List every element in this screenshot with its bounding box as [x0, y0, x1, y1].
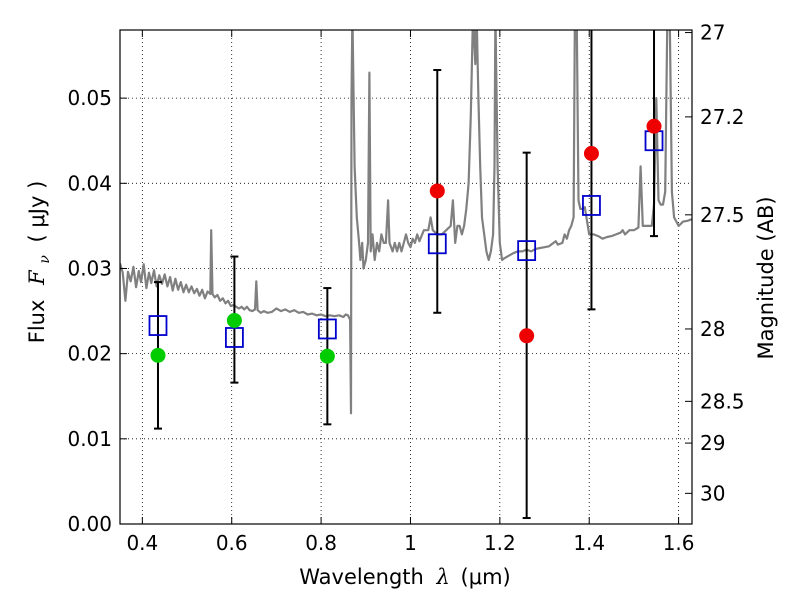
- y2-tick-label: 29: [700, 431, 725, 455]
- model-flux-square: [317, 318, 337, 340]
- y2-tick-label: 28.5: [700, 389, 745, 413]
- y2-tick-label: 30: [700, 481, 725, 505]
- tick-layer: 0.4 0.6 0.8 1 1.2 1.4 1.6 0.00 0.01 0.02 0.03 0.04 0…: [67, 21, 744, 555]
- red-data-point: [583, 146, 599, 161]
- y-tick-label: 0.05: [67, 86, 112, 110]
- spectrum-line: [120, 30, 692, 415]
- y-tick-label: 0.02: [67, 342, 112, 366]
- y-tick-label: 0.04: [67, 171, 112, 195]
- y2-tick-label: 28: [700, 317, 725, 341]
- y-axis-title: Flux F ν ( μJy ): [25, 181, 54, 344]
- x-axis-title-text: Wavelength: [299, 565, 424, 589]
- y-axis-subscript: ν: [37, 255, 53, 264]
- model-flux-square: [148, 315, 168, 336]
- x-tick-label: 0.6: [216, 531, 248, 555]
- model-flux-square: [224, 327, 244, 348]
- red-data-point: [646, 118, 662, 134]
- plot-frame: [119, 29, 693, 525]
- y2-tick-label: 27.2: [700, 105, 745, 129]
- green-data-point: [319, 348, 335, 364]
- model-flux-square: [517, 240, 537, 261]
- green-data-point: [150, 347, 166, 363]
- red-data-point: [429, 183, 445, 199]
- y-tick-label: 0.00: [67, 512, 112, 536]
- x-axis-symbol: λ: [436, 565, 450, 589]
- y-axis-title-text: Flux: [25, 300, 49, 344]
- grid-lines: [120, 30, 692, 525]
- x-tick-label: 1.6: [663, 531, 695, 555]
- green-data-point: [226, 312, 242, 328]
- y2-tick-label: 27.5: [700, 203, 745, 227]
- x-tick-label: 1.2: [484, 531, 516, 555]
- x-axis-title: Wavelength λ (μm): [299, 565, 510, 589]
- x-tick-label: 0.8: [305, 531, 337, 555]
- y2-axis-title: Magnitude (AB): [754, 196, 778, 359]
- y-tick-label: 0.03: [67, 256, 112, 280]
- y2-tick-label: 27: [700, 21, 725, 45]
- x-axis-unit: (μm): [461, 565, 511, 589]
- errorbar-layer: [153, 30, 659, 520]
- x-tick-label: 1.4: [573, 531, 605, 555]
- model-flux-square: [582, 195, 601, 216]
- model-flux-square: [427, 233, 447, 255]
- marker-layer: [148, 118, 664, 364]
- y-tick-label: 0.01: [67, 427, 112, 451]
- x-tick-label: 0.4: [126, 531, 158, 555]
- red-data-point: [519, 328, 535, 344]
- spectrum-layer: [120, 30, 692, 415]
- y-axis-symbol: F: [25, 269, 49, 286]
- y-axis-unit: ( μJy ): [25, 181, 49, 243]
- x-tick-label: 1: [404, 531, 417, 555]
